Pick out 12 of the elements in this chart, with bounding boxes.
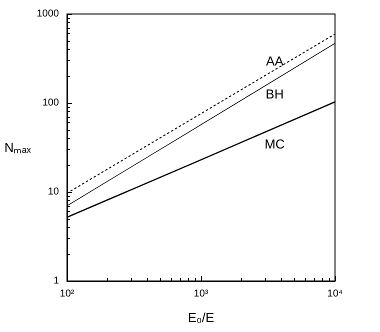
y-tick-label: 1 [53, 276, 60, 286]
x-tick-label: 10³ [194, 288, 209, 300]
y-axis-title: Nₘₐₓ [4, 140, 32, 155]
y-tick-label: 100 [42, 98, 60, 108]
series-label: MC [264, 136, 285, 152]
series-label: BH [266, 86, 284, 102]
x-tick-label: 10² [60, 288, 75, 300]
y-tick-label: 10 [48, 186, 60, 198]
x-axis-title: E₀/E [188, 310, 214, 325]
series-label: AA [266, 53, 284, 68]
x-tick-label: 10⁴ [327, 288, 343, 300]
y-tick-label: 1000 [36, 8, 60, 20]
